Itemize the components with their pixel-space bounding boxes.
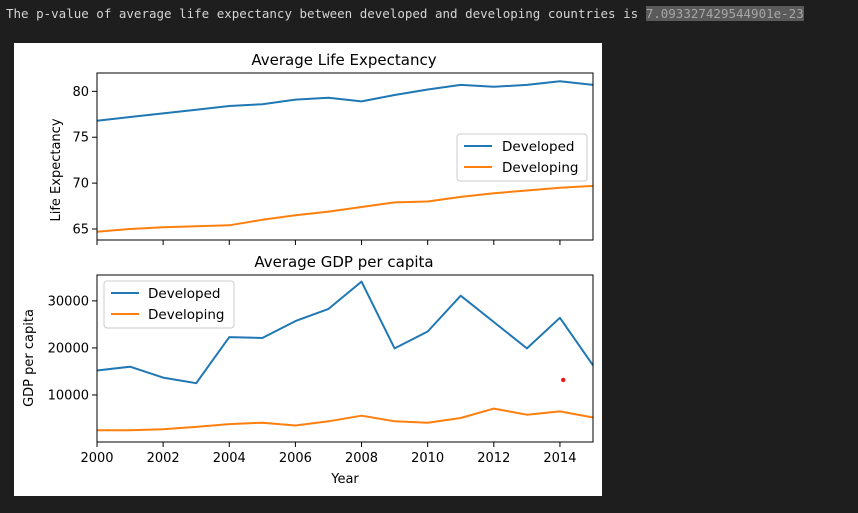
x-tick-label: 2010	[411, 451, 444, 466]
y-tick-label: 75	[72, 131, 89, 146]
series-line-developing-gdp	[97, 407, 594, 432]
x-tick-label: 2006	[279, 451, 312, 466]
output-prefix: The p-value of average life expectancy b…	[6, 6, 646, 21]
figure: Average Life Expectancy Life Expectancy …	[14, 43, 602, 496]
legend-developing-label: Developing	[148, 307, 224, 323]
plot-frame-life-expectancy	[96, 72, 594, 241]
x-tick-label: 2002	[147, 451, 180, 466]
plot-frame-gdp	[96, 274, 594, 443]
series-line-developing-life	[96, 184, 594, 233]
legend-life-expectancy: Developed Developing	[456, 133, 588, 182]
x-tick-label: 2000	[80, 451, 113, 466]
series-line-developed-gdp	[96, 280, 594, 385]
y-axis-label-life-expectancy: Life Expectancy	[49, 118, 64, 221]
y-tick-label: 30000	[48, 294, 89, 309]
gdp-panel: Average GDP per capita GDP per capita Ye…	[22, 253, 594, 487]
x-axis-label: Year	[330, 472, 359, 487]
x-tick-label: 2014	[543, 451, 576, 466]
legend-developed-label: Developed	[148, 286, 220, 302]
chart-svg: Average Life Expectancy Life Expectancy …	[22, 51, 594, 487]
series-line-developed-life	[96, 80, 594, 122]
p-value-highlight: 7.093327429544901e-23	[645, 6, 804, 21]
legend-developing-label: Developing	[502, 160, 578, 176]
y-tick-label: 65	[72, 222, 89, 237]
legend-gdp: Developed Developing	[103, 280, 235, 329]
y-axis-label-gdp: GDP per capita	[22, 309, 37, 407]
output-line: The p-value of average life expectancy b…	[6, 6, 804, 21]
red-dot-marker	[561, 377, 566, 383]
x-tick-label: 2012	[477, 451, 510, 466]
chart-title-gdp: Average GDP per capita	[254, 253, 433, 271]
legend-developed-label: Developed	[502, 139, 574, 155]
life-expectancy-panel: Average Life Expectancy Life Expectancy …	[49, 51, 594, 245]
y-tick-label: 20000	[48, 341, 89, 356]
y-tick-label: 80	[72, 85, 89, 100]
chart-title-life-expectancy: Average Life Expectancy	[251, 51, 436, 69]
x-tick-label: 2008	[345, 451, 378, 466]
y-tick-label: 70	[72, 177, 89, 192]
y-tick-label: 10000	[48, 388, 89, 403]
x-tick-label: 2004	[213, 451, 246, 466]
